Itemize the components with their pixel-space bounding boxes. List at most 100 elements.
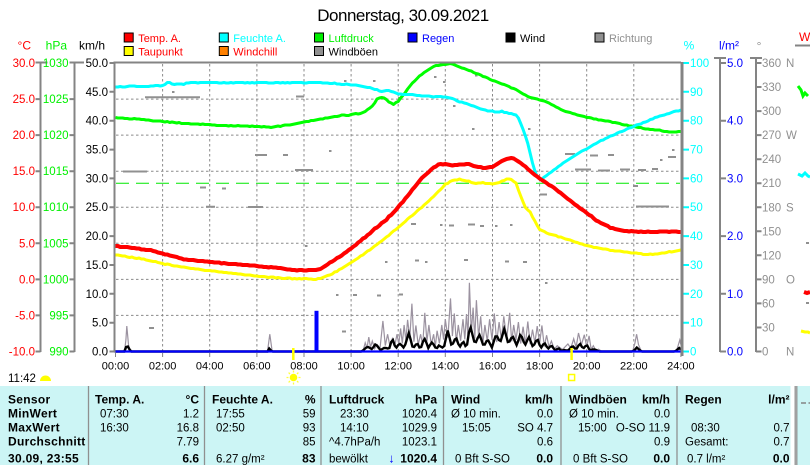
svg-text:Luftdruck: Luftdruck	[329, 33, 375, 45]
svg-text:0.7: 0.7	[774, 423, 790, 435]
svg-text:S: S	[786, 202, 794, 214]
svg-text:10: 10	[690, 318, 703, 330]
svg-text:24:00: 24:00	[667, 361, 695, 373]
svg-text:240: 240	[762, 154, 781, 166]
svg-text:30: 30	[762, 323, 775, 335]
svg-text:270: 270	[762, 130, 781, 142]
svg-text:Wind: Wind	[451, 393, 480, 407]
svg-text:Temp. A.: Temp. A.	[138, 33, 181, 45]
svg-text:60: 60	[690, 173, 703, 185]
svg-text:1005: 1005	[43, 238, 69, 250]
svg-text:10.0: 10.0	[86, 289, 108, 301]
svg-text:-5.0: -5.0	[15, 310, 35, 322]
svg-text:45.0: 45.0	[86, 87, 108, 99]
svg-text:W: W	[786, 130, 797, 142]
svg-text:10.0: 10.0	[13, 202, 35, 214]
svg-text:Feuchte A.: Feuchte A.	[212, 393, 273, 407]
svg-text:hPa: hPa	[46, 39, 68, 53]
svg-text:2.0: 2.0	[727, 231, 743, 243]
svg-text:15.0: 15.0	[13, 166, 35, 178]
svg-text:83: 83	[302, 452, 316, 465]
svg-text:12:00: 12:00	[384, 361, 412, 373]
svg-text:km/h: km/h	[525, 393, 553, 407]
svg-text:Gesamt:: Gesamt:	[685, 437, 728, 449]
svg-text:85: 85	[303, 437, 316, 449]
svg-text:7.79: 7.79	[177, 437, 199, 449]
svg-text:5.0: 5.0	[727, 58, 743, 70]
svg-text:0.0: 0.0	[92, 347, 108, 359]
svg-text:20.0: 20.0	[13, 130, 35, 142]
svg-text:-10.0: -10.0	[9, 347, 35, 359]
svg-text:00:00: 00:00	[102, 361, 130, 373]
svg-text:Windböen: Windböen	[569, 393, 627, 407]
svg-text:5.0: 5.0	[19, 238, 35, 250]
svg-text:30.0: 30.0	[13, 58, 35, 70]
svg-text:5.0: 5.0	[92, 318, 108, 330]
svg-text:Donnerstag, 30.09.2021: Donnerstag, 30.09.2021	[317, 6, 488, 25]
svg-text:10:00: 10:00	[337, 361, 365, 373]
svg-text:Durchschnitt: Durchschnitt	[8, 435, 86, 449]
svg-text:1025: 1025	[43, 94, 69, 106]
svg-text:04:00: 04:00	[196, 361, 224, 373]
svg-text:08:30: 08:30	[691, 423, 720, 435]
svg-text:1029.9: 1029.9	[402, 423, 437, 435]
svg-text:0.0: 0.0	[536, 452, 553, 465]
svg-text:Taupunkt: Taupunkt	[138, 47, 183, 59]
svg-text:40: 40	[690, 231, 703, 243]
svg-text:km/h: km/h	[79, 39, 105, 53]
svg-text:MinWert: MinWert	[8, 407, 57, 421]
svg-text:0 Bft S-SO: 0 Bft S-SO	[455, 454, 510, 465]
svg-text:bewölkt: bewölkt	[329, 454, 369, 465]
svg-text:°: °	[757, 39, 762, 53]
svg-text:80: 80	[690, 116, 703, 128]
svg-text:0.7: 0.7	[774, 437, 790, 449]
svg-text:1.0: 1.0	[727, 289, 743, 301]
svg-text:Windböen: Windböen	[329, 47, 379, 59]
svg-text:°C: °C	[186, 393, 200, 407]
svg-text:17:55: 17:55	[216, 409, 245, 421]
svg-text:4.0: 4.0	[727, 116, 743, 128]
svg-text:16.8: 16.8	[177, 423, 199, 435]
svg-text:l/m²: l/m²	[768, 393, 789, 407]
svg-text:59: 59	[303, 409, 316, 421]
svg-text:35.0: 35.0	[86, 145, 108, 157]
svg-text:0.0: 0.0	[727, 347, 743, 359]
svg-text:02:00: 02:00	[149, 361, 177, 373]
svg-text:15:05: 15:05	[462, 423, 491, 435]
svg-text:Windchill: Windchill	[233, 47, 277, 59]
svg-text:1020.4: 1020.4	[402, 409, 438, 421]
svg-text:Luftdruck: Luftdruck	[329, 393, 385, 407]
svg-text:14:00: 14:00	[432, 361, 460, 373]
svg-text:30.09, 23:55: 30.09, 23:55	[8, 452, 79, 465]
svg-text:30.0: 30.0	[86, 173, 108, 185]
svg-text:Regen: Regen	[422, 33, 454, 45]
svg-text:20: 20	[690, 289, 703, 301]
svg-text:N: N	[786, 58, 794, 70]
svg-text:0.0: 0.0	[773, 452, 790, 465]
svg-text:90: 90	[690, 87, 703, 99]
svg-text:1.2: 1.2	[183, 409, 199, 421]
svg-text:14:10: 14:10	[340, 423, 369, 435]
svg-text:300: 300	[762, 106, 781, 118]
svg-text:SO 4.7: SO 4.7	[517, 423, 553, 435]
svg-text:Wind: Wind	[520, 33, 545, 45]
svg-text:1010: 1010	[43, 202, 69, 214]
svg-text:50.0: 50.0	[86, 58, 108, 70]
svg-text:40.0: 40.0	[86, 116, 108, 128]
svg-text:20:00: 20:00	[573, 361, 601, 373]
svg-text:06:00: 06:00	[243, 361, 271, 373]
svg-text:Feuchte A.: Feuchte A.	[233, 33, 286, 45]
svg-text:30: 30	[690, 260, 703, 272]
svg-text:25.0: 25.0	[86, 202, 108, 214]
svg-text:0: 0	[690, 347, 696, 359]
svg-text:O-SO 11.9: O-SO 11.9	[616, 423, 670, 435]
svg-text:Temp. A.: Temp. A.	[95, 393, 144, 407]
svg-text:50: 50	[690, 202, 703, 214]
svg-text:210: 210	[762, 178, 781, 190]
svg-text:18:00: 18:00	[526, 361, 554, 373]
svg-text:02:50: 02:50	[216, 423, 245, 435]
svg-text:1020: 1020	[43, 130, 69, 142]
svg-text:360: 360	[762, 58, 781, 70]
svg-text:0.0: 0.0	[654, 409, 670, 421]
svg-text:0.0: 0.0	[537, 409, 553, 421]
